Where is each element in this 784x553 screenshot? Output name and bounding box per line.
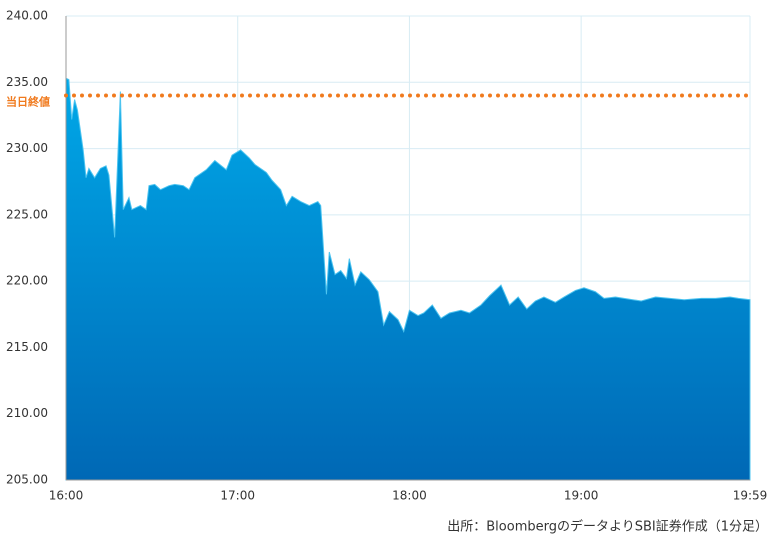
reference-label: 当日終値	[6, 95, 50, 109]
y-tick-label: 215.00	[6, 340, 48, 354]
source-note: 出所：BloombergのデータよりSBI証券作成（1分足）	[447, 519, 768, 535]
x-tick-label: 18:00	[392, 489, 427, 503]
y-tick-label: 220.00	[6, 274, 48, 288]
y-tick-label: 235.00	[6, 75, 48, 89]
x-tick-label: 19:00	[564, 489, 599, 503]
y-tick-label: 225.00	[6, 207, 48, 221]
y-tick-label: 205.00	[6, 473, 48, 487]
y-tick-label: 240.00	[6, 9, 48, 23]
x-tick-label: 17:00	[220, 489, 255, 503]
y-tick-label: 230.00	[6, 141, 48, 155]
x-tick-label: 19:59	[733, 489, 768, 503]
area	[65, 77, 751, 481]
x-tick-label: 16:00	[49, 489, 84, 503]
y-tick-label: 210.00	[6, 406, 48, 420]
